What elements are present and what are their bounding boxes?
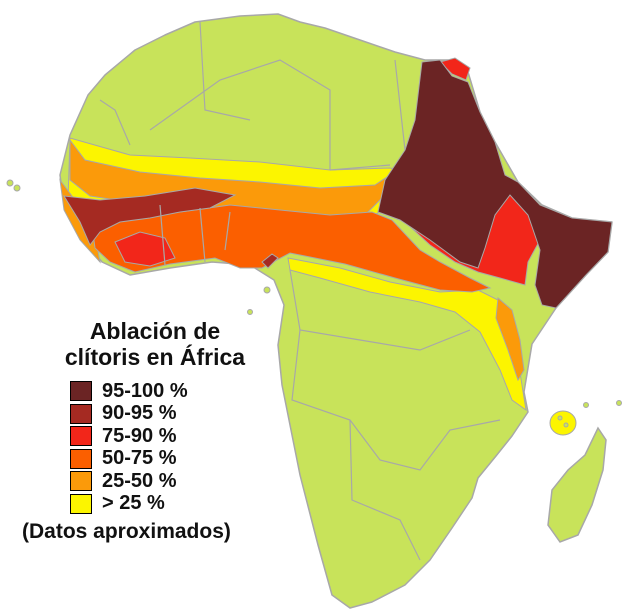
region-95-100 [377, 59, 613, 309]
legend-label: 25-50 % [102, 469, 177, 492]
country-borders [99, 21, 501, 561]
madagascar [547, 426, 607, 543]
legend-swatch-95-100 [70, 381, 92, 402]
legend-label: > 25 % [102, 492, 165, 515]
region-50-75 [89, 204, 492, 293]
africa-landmass [59, 13, 613, 609]
legend-title-line2: clítoris en África [64, 344, 246, 370]
legend-item: 95-100 % [70, 380, 188, 403]
legend-label: 95-100 % [102, 379, 188, 402]
legend-swatch-25-50 [70, 471, 92, 492]
legend-swatch-90-95 [70, 403, 92, 424]
legend-swatch-75-90 [70, 426, 92, 447]
legend-swatch-lt25 [70, 493, 92, 514]
legend-item: 75-90 % [70, 425, 188, 448]
legend-swatch-50-75 [70, 448, 92, 469]
islands [6, 179, 622, 428]
legend-title: Ablación de clítoris en África [40, 318, 270, 370]
legend-item: > 25 % [70, 492, 188, 516]
legend-list: 95-100 % 90-95 % 75-90 % 50-75 % 25-50 %… [70, 380, 188, 515]
legend-label: 90-95 % [102, 402, 177, 425]
legend-item: 50-75 % [70, 447, 188, 471]
legend-item: 90-95 % [70, 402, 188, 426]
region-90-95 [63, 187, 279, 269]
legend-item: 25-50 % [70, 470, 188, 493]
legend-title-line1: Ablación de [89, 318, 221, 344]
legend-label: 50-75 % [102, 447, 177, 470]
data-note: (Datos aproximados) [22, 520, 231, 543]
legend-label: 75-90 % [102, 424, 177, 447]
comoros-highlight [549, 410, 577, 436]
